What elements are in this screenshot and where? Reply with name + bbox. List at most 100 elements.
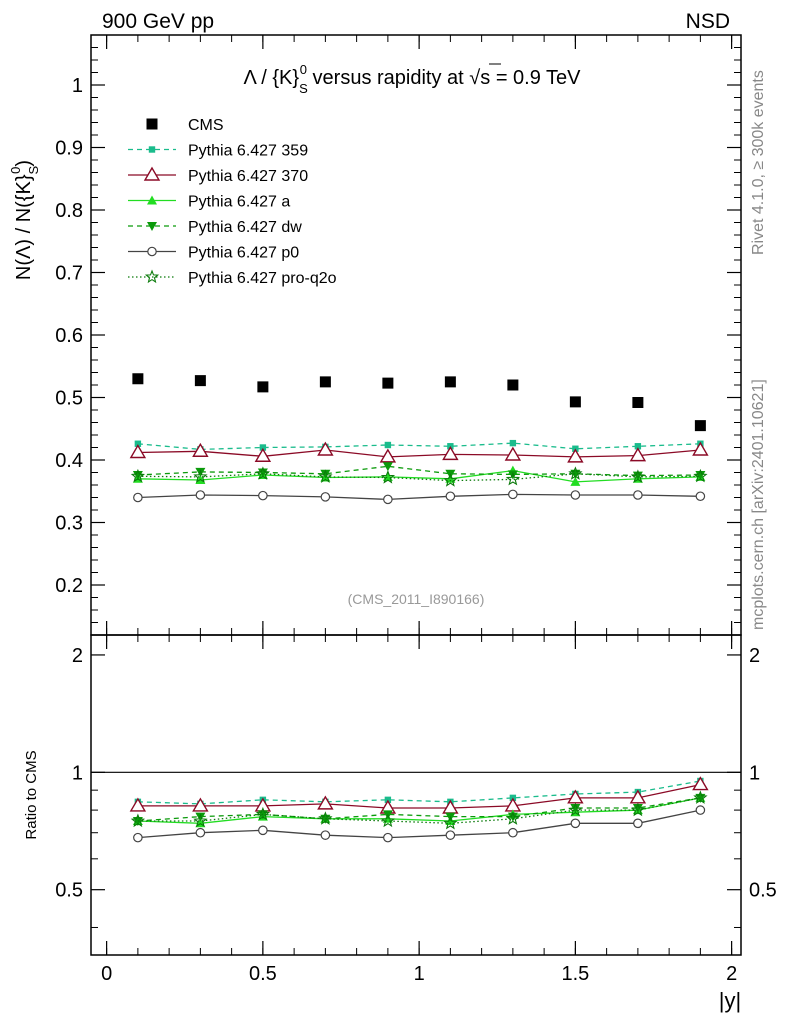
data-point xyxy=(380,813,396,828)
series-line xyxy=(137,442,701,451)
data-point xyxy=(195,827,206,838)
y-tick-label: 0.3 xyxy=(55,513,83,535)
x-tick-label: 0 xyxy=(101,963,112,985)
legend-label: Pythia 6.427 a xyxy=(188,194,290,211)
series-1 xyxy=(134,439,704,453)
data-point xyxy=(379,448,397,463)
y-tick-label: 0.9 xyxy=(55,138,83,160)
data-point xyxy=(320,469,331,479)
x-tick-label: 0.5 xyxy=(249,963,277,985)
data-point xyxy=(695,491,706,502)
ratio-series-line xyxy=(137,780,701,805)
legend-label: CMS xyxy=(188,117,224,134)
data-point xyxy=(147,195,157,205)
data-point xyxy=(568,802,583,817)
data-point xyxy=(692,441,709,456)
data-point xyxy=(570,476,581,486)
data-point xyxy=(134,440,142,447)
data-point xyxy=(132,471,143,480)
ylabel-post: ) xyxy=(13,160,35,167)
y-tick-label: 0.7 xyxy=(55,263,83,285)
legend-entry: Pythia 6.427 359 xyxy=(128,143,308,160)
x-tick-label: 2 xyxy=(726,963,737,985)
ylabel-sub: S xyxy=(26,165,41,174)
legend-label: Pythia 6.427 370 xyxy=(188,168,308,185)
data-point xyxy=(129,797,147,812)
y-tick-label: 0.8 xyxy=(55,200,83,222)
data-point xyxy=(192,442,209,457)
data-point xyxy=(505,471,521,486)
data-point xyxy=(505,811,521,825)
data-point xyxy=(443,815,458,830)
ratio-tick-label-left: 2 xyxy=(72,645,83,667)
ratio-series-5 xyxy=(130,790,708,830)
data-point xyxy=(692,776,709,791)
data-point xyxy=(633,490,643,500)
ratio-tick-label-right: 2 xyxy=(749,645,760,667)
data-point xyxy=(507,379,519,391)
data-point xyxy=(257,468,268,478)
data-point xyxy=(508,827,518,838)
ratio-series-line xyxy=(137,797,701,822)
legend-entry: Pythia 6.427 370 xyxy=(128,166,308,185)
side-label-bottom: mcplots.cern.ch [arXiv:2401.10621] xyxy=(750,379,767,630)
series-layer xyxy=(129,373,709,505)
chart-title: Λ / {K}S 0 versus rapidity at √s = 0.9 Te… xyxy=(243,62,581,96)
data-point xyxy=(509,439,517,447)
y-tick-label: 0.6 xyxy=(55,325,83,347)
y-tick-label: 0.5 xyxy=(55,388,83,410)
data-point xyxy=(442,799,459,814)
data-point xyxy=(445,491,456,502)
data-point xyxy=(695,805,706,815)
data-point xyxy=(504,446,522,461)
data-point xyxy=(570,490,581,500)
data-point xyxy=(632,397,644,408)
y-tick-label: 0.2 xyxy=(55,575,83,597)
data-point xyxy=(319,376,331,388)
data-point xyxy=(693,468,708,483)
data-point xyxy=(146,118,158,130)
data-point xyxy=(445,830,456,840)
ratio-series-line xyxy=(137,783,701,809)
data-point xyxy=(567,789,584,804)
data-point xyxy=(133,492,143,503)
data-point xyxy=(384,441,392,449)
header-right: NSD xyxy=(686,10,730,33)
ratio-layer xyxy=(91,771,741,843)
ratio-plot-frame xyxy=(90,634,742,956)
data-point xyxy=(132,373,144,385)
data-point xyxy=(318,469,333,483)
title-post: = 0.9 TeV xyxy=(490,67,581,89)
data-point xyxy=(383,832,393,843)
series-line xyxy=(137,493,701,501)
data-point xyxy=(257,381,269,393)
legend-entry: Pythia 6.427 dw xyxy=(128,219,302,236)
data-point xyxy=(133,832,143,843)
series-5 xyxy=(133,489,706,505)
data-point xyxy=(258,825,268,836)
data-point xyxy=(630,802,646,817)
ratio-tick-label-right: 0.5 xyxy=(749,880,777,902)
series-line xyxy=(137,473,701,482)
data-point xyxy=(320,492,331,502)
data-point xyxy=(442,445,459,461)
data-point xyxy=(147,246,157,257)
data-point xyxy=(569,396,581,408)
header-left: 900 GeV pp xyxy=(102,10,214,33)
data-point xyxy=(254,447,272,462)
data-point xyxy=(570,804,581,814)
series-6 xyxy=(130,466,708,487)
data-point xyxy=(507,812,518,822)
ratio-tick-label-left: 1 xyxy=(72,762,83,784)
y-tick-label: 0.4 xyxy=(55,450,83,472)
title-sqrt: √ xyxy=(469,67,480,89)
data-point xyxy=(148,146,156,153)
ratio-y-axis-label: Ratio to CMS xyxy=(23,750,40,839)
data-point xyxy=(694,420,706,432)
data-point xyxy=(318,811,333,825)
title-s: s xyxy=(480,67,490,89)
side-label-top: Rivet 4.1.0, ≥ 300k events xyxy=(750,70,767,255)
data-point xyxy=(130,813,146,828)
data-point xyxy=(382,377,394,389)
